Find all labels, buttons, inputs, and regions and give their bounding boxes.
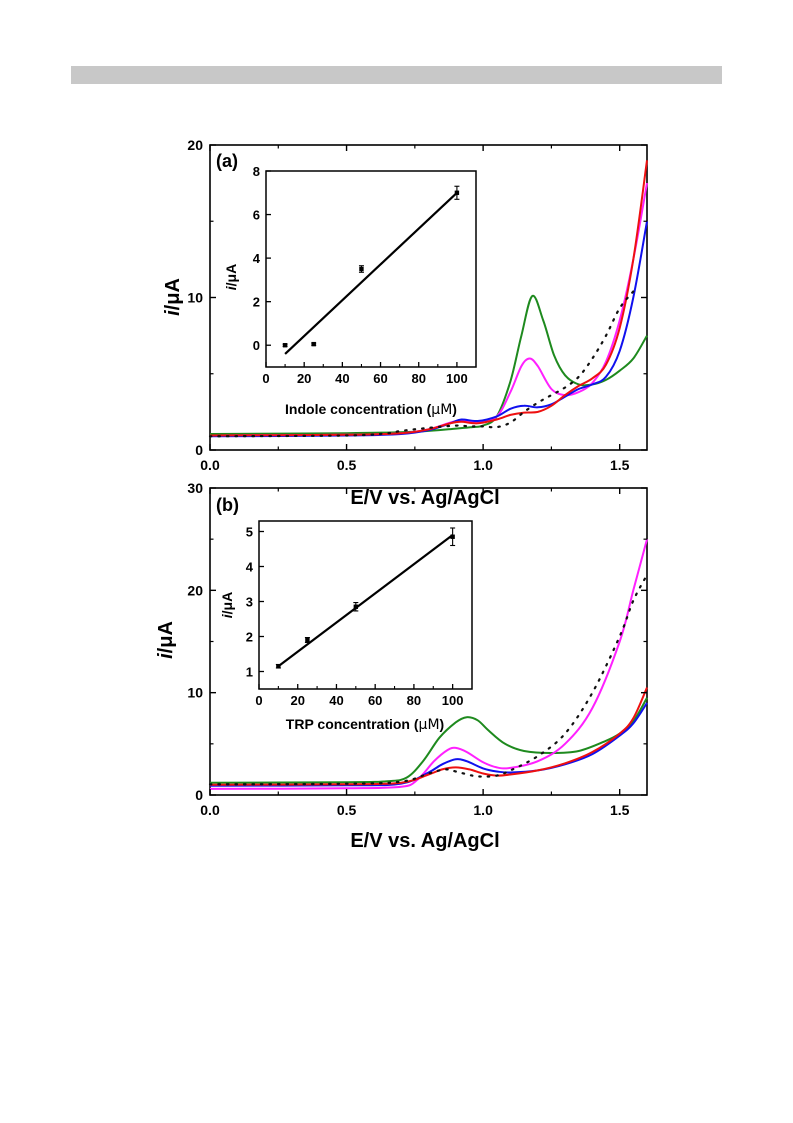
panel-b-x-tick-label: 1.5	[610, 802, 630, 818]
panel-a-y-axis-title: i/μA	[162, 278, 184, 316]
panel-a-inset-frame	[265, 170, 477, 368]
panel-b-inset-x-axis-title-unit: μM	[419, 717, 440, 733]
panel-a-inset-x-tick-label: 60	[373, 371, 387, 386]
panel-a-inset-x-axis-title: Indole concentration (μM)	[285, 401, 457, 418]
page-header-bar	[71, 66, 722, 84]
panel-a-x-tick-label: 0.5	[337, 457, 357, 473]
panel-b-label: (b)	[216, 495, 239, 515]
panel-a-inset-y-axis-title: i/μA	[223, 264, 239, 290]
panel-b-inset-x-tick-label: 60	[368, 693, 382, 708]
panel-b-inset-y-tick-label: 4	[246, 560, 254, 575]
panel-b-inset-frame	[258, 520, 473, 690]
panel-a-inset-y-tick-label: 6	[253, 208, 260, 223]
panel-b-inset: 0 20 40 60 80 100 1 2 3 4 5 TRP concentration (μM)…	[219, 520, 473, 733]
panel-a-inset-y-tick-label: 2	[253, 295, 260, 310]
panel-a-x-axis-title: E/V vs. Ag/AgCl	[350, 487, 499, 509]
panel-b-inset-x-tick-label: 0	[255, 693, 262, 708]
panel-b-inset-x-tick-label: 100	[442, 693, 464, 708]
panel-b-inset-x-axis-title-suffix: )	[440, 716, 445, 732]
panel-a-series-green-line	[209, 294, 648, 435]
panel-a-inset-y-tick-label: 0	[253, 338, 260, 353]
panel-b-inset-marks	[275, 527, 456, 669]
panel-a-inset-x-axis-title-unit: μM	[431, 402, 452, 418]
panel-b-x-axis-title: E/V vs. Ag/AgCl	[350, 830, 499, 852]
panel-a-inset-fit-line	[284, 191, 458, 355]
panel-b-inset-fit-line	[277, 534, 454, 668]
panel-a-inset-marks	[282, 185, 460, 355]
panel-b-inset-x-tick-label: 80	[407, 693, 421, 708]
panel-a-inset-data-point	[311, 341, 316, 347]
panel-a-inset-x-tick-label: 0	[262, 371, 269, 386]
panel-b-inset-data-point	[450, 534, 455, 539]
panel-b-series-green-line	[209, 697, 648, 784]
panel-a-label: (a)	[216, 151, 238, 171]
panel-b-inset-data-point	[305, 637, 310, 643]
panel-a-y-tick-label: 0	[195, 442, 203, 458]
panel-a-y-axis-title-unit: /μA	[162, 278, 184, 310]
panel-a-series-group	[208, 160, 648, 438]
panel-a-series-dotted-line	[208, 290, 635, 438]
panel-a-series-red-line	[209, 160, 648, 437]
panel-b-series-magenta-line	[209, 538, 648, 790]
panel-b-y-tick-label: 20	[187, 582, 203, 598]
panel-a-y-tick-label: 20	[187, 137, 203, 153]
panel-b-inset-x-tick-label: 40	[329, 693, 343, 708]
panel-b-inset-y-axis-title-italic: i	[219, 613, 235, 618]
panel-a-inset-data-point	[454, 190, 460, 195]
panel-a-inset-y-tick-label: 8	[253, 164, 260, 179]
panel-a-inset-x-tick-label: 40	[335, 371, 349, 386]
panel-a-inset-y-axis-title-unit: /μA	[223, 264, 239, 287]
panel-b-inset-y-tick-label: 2	[246, 630, 253, 645]
panel-a-inset-x-axis-title-prefix: Indole concentration (	[285, 401, 432, 417]
panel-a-inset-x-tick-label: 80	[411, 371, 425, 386]
panel-a-x-tick-label: 1.0	[473, 457, 493, 473]
panel-a-x-tick-label: 1.5	[610, 457, 630, 473]
panel-a-inset-x-tick-label: 20	[297, 371, 311, 386]
panel-b-inset-y-tick-label: 5	[246, 525, 253, 540]
panel-b-inset-data-point	[276, 664, 281, 669]
panel-b-inset-x-tick-label: 20	[290, 693, 304, 708]
panel-b-y-tick-label: 30	[187, 480, 203, 496]
panel-a-x-tick-label: 0.0	[200, 457, 220, 473]
panel-b-inset-y-axis-title-unit: /μA	[219, 592, 235, 615]
panel-b-y-tick-label: 0	[195, 787, 203, 803]
panel-a-inset-x-tick-label: 100	[446, 371, 468, 386]
panel-a-y-tick-label: 10	[187, 290, 203, 306]
panel-a-inset-data-point	[359, 266, 364, 272]
panel-b-y-axis-title-italic: i	[155, 653, 177, 659]
panel-b-series-red-line	[209, 687, 648, 786]
panel-b-x-tick-label: 1.0	[473, 802, 493, 818]
panel-b-y-axis-title: i/μA	[155, 621, 177, 659]
panel-b-y-tick-label: 10	[187, 685, 203, 701]
panel-a-inset-ticks: 0 20 40 60 80 100 0 2 4 6 8	[253, 164, 468, 386]
panel-b-x-tick-label: 0.5	[337, 802, 357, 818]
panel-a-inset-data-point	[282, 343, 288, 348]
panel-b-inset-y-axis-title: i/μA	[219, 592, 235, 618]
panel-b-inset-x-axis-title-prefix: TRP concentration (	[286, 716, 419, 732]
panel-a-inset-x-axis-title-suffix: )	[452, 401, 457, 417]
panel-b-inset-y-tick-label: 1	[246, 665, 253, 680]
panel-b-series-group	[208, 538, 649, 790]
panel-b-y-axis-title-unit: /μA	[155, 621, 177, 653]
panel-b-inset-ticks: 0 20 40 60 80 100 1 2 3 4 5	[246, 525, 464, 709]
panel-a-inset-y-tick-label: 4	[253, 251, 261, 266]
panel-b-inset-x-axis-title: TRP concentration (μM)	[286, 716, 444, 733]
panel-b-inset-y-tick-label: 3	[246, 595, 253, 610]
panel-b-inset-data-point	[353, 604, 359, 609]
panel-a-inset-y-axis-title-italic: i	[223, 285, 239, 290]
panel-a-y-axis-title-italic: i	[162, 310, 184, 316]
panel-a-inset: 0 20 40 60 80 100 0 2 4 6 8 Indole concentration (…	[223, 164, 477, 418]
panel-b-x-tick-label: 0.0	[200, 802, 220, 818]
panel-b-series-blue-line	[209, 702, 648, 787]
